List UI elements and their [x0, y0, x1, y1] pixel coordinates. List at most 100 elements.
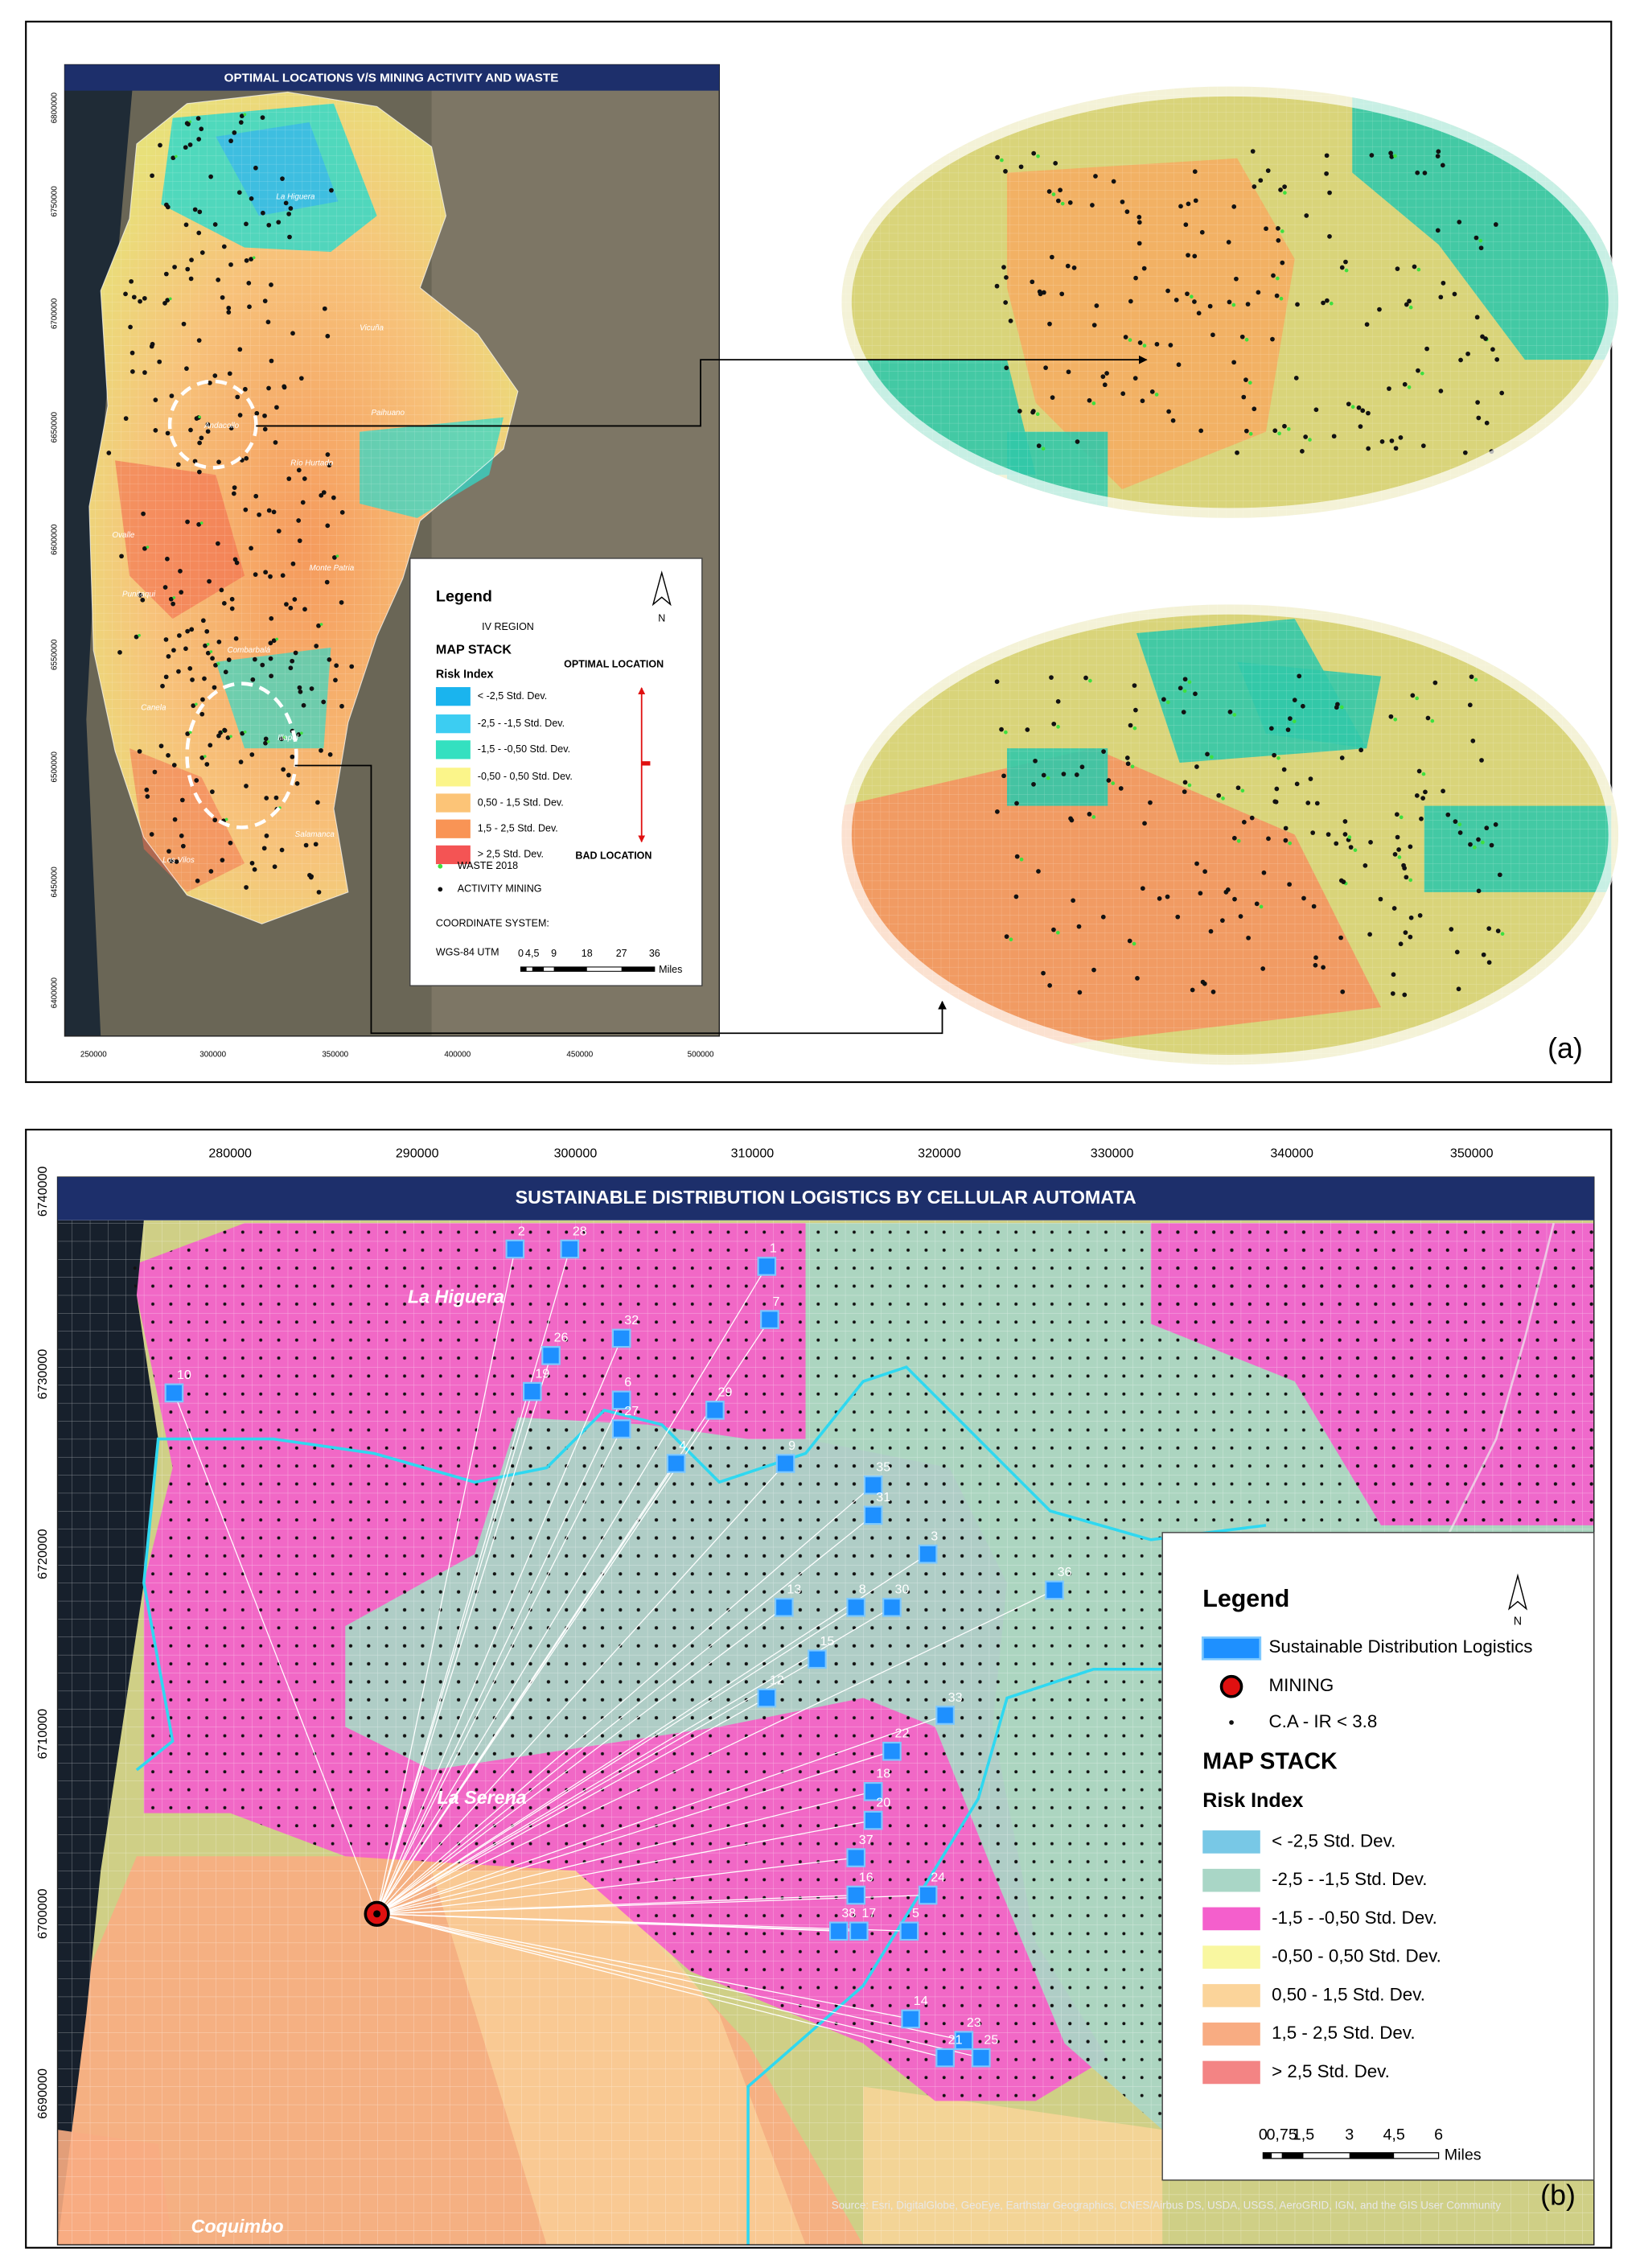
mining-dot	[1470, 739, 1476, 743]
waste-dot	[1407, 385, 1412, 389]
mining-dot	[1210, 332, 1215, 338]
mining-dot	[1324, 171, 1329, 176]
map-title: OPTIMAL LOCATIONS V/S MINING ACTIVITY AN…	[224, 71, 559, 84]
mining-dot	[199, 755, 205, 760]
mining-dot	[1168, 343, 1173, 348]
waste-dot	[1399, 815, 1404, 820]
figure-body: OPTIMAL LOCATIONS V/S MINING ACTIVITY AN…	[25, 20, 1620, 2249]
mining-dot	[204, 628, 210, 634]
legend-title: Legend	[1202, 1585, 1289, 1612]
mining-dot	[1018, 164, 1024, 170]
waste-dot	[1393, 154, 1397, 158]
mining-dot	[1389, 154, 1395, 159]
mining-dot	[1053, 160, 1058, 166]
waste-dot	[1142, 344, 1147, 348]
site-label: 38	[841, 1906, 856, 1920]
mining-dot	[236, 190, 242, 196]
mining-dot	[1017, 409, 1022, 414]
mining-dot	[191, 703, 196, 708]
mining-dot	[1403, 930, 1408, 936]
site-label: 14	[914, 1994, 928, 2008]
x-tick-label: 500000	[688, 1051, 714, 1060]
site-marker	[935, 2048, 955, 2068]
scale-label: 6	[1434, 2126, 1443, 2143]
waste-dot	[1232, 713, 1237, 717]
mining-dot	[1398, 941, 1404, 947]
mining-dot	[212, 373, 218, 378]
mining-dot	[166, 653, 171, 659]
waste-dot	[1244, 337, 1249, 342]
mining-dot	[1364, 322, 1370, 327]
site-marker	[849, 1921, 869, 1941]
mining-dot	[1194, 861, 1199, 866]
mining-dot	[1327, 233, 1332, 239]
waste-dot	[1279, 296, 1284, 301]
waste-dot	[1210, 755, 1214, 759]
mining-dot	[1178, 204, 1183, 209]
mining-dot	[1388, 150, 1393, 156]
title-bar	[57, 1177, 1594, 1220]
mining-dot	[1366, 410, 1371, 416]
site-label: 35	[876, 1460, 890, 1475]
scale-bar-segment	[520, 966, 527, 972]
mining-dot	[196, 230, 202, 236]
site-marker	[808, 1649, 827, 1669]
mining-dot	[195, 879, 200, 883]
mining-dot	[1200, 979, 1206, 985]
mining-dot	[153, 427, 158, 433]
mining-dot	[1313, 407, 1319, 413]
waste-dot	[1091, 401, 1096, 405]
mining-dot	[262, 413, 267, 418]
mining-dot	[1416, 368, 1420, 373]
mining-dot	[1314, 801, 1320, 806]
mining-dot	[1216, 792, 1222, 798]
mining-dot	[1379, 439, 1385, 444]
mining-dot	[1468, 842, 1473, 847]
waste-dot	[1416, 267, 1421, 272]
mining-dot	[1091, 323, 1097, 328]
mining-dot	[1182, 789, 1187, 794]
mining-dot	[276, 220, 282, 225]
mining-dot	[165, 298, 171, 303]
place-name: Ovalle	[113, 531, 135, 540]
mining-dot	[1457, 220, 1462, 224]
legend-label: WASTE 2018	[458, 860, 518, 871]
mining-dot	[233, 636, 239, 641]
mining-dot	[1388, 714, 1394, 719]
mining-dot	[290, 331, 295, 336]
waste-dot	[1236, 838, 1241, 843]
waste-dot	[172, 596, 176, 599]
mining-dot	[176, 669, 181, 674]
y-tick-label: 6400000	[51, 977, 60, 1008]
mining-dot	[1324, 153, 1330, 158]
mining-dot	[216, 733, 221, 739]
mining-dot	[331, 495, 336, 500]
site-label: 15	[820, 1634, 835, 1649]
route-arrow	[376, 1913, 911, 2021]
mining-dot	[1441, 280, 1446, 286]
mining-dot	[1141, 265, 1147, 271]
site-marker	[541, 1346, 561, 1365]
mining-dot	[1499, 390, 1505, 396]
mining-dot	[203, 643, 208, 648]
site-label: 27	[624, 1404, 639, 1418]
site-marker	[828, 1921, 849, 1941]
mining-dot	[142, 545, 147, 551]
mining-dot	[1175, 914, 1181, 920]
site-label: 8	[859, 1583, 866, 1597]
place-name: Río Hurtado	[290, 459, 334, 468]
mining-dot	[216, 278, 221, 282]
legend-swatch	[1202, 2022, 1260, 2046]
waste-dot	[195, 702, 198, 706]
legend-label: -0,50 - 0,50 Std. Dev.	[1272, 1946, 1441, 1966]
mining-dot	[185, 731, 191, 736]
mining-dot	[244, 885, 249, 890]
mining-dot	[1387, 386, 1391, 391]
mining-dot	[128, 324, 133, 330]
mining-dot	[196, 137, 202, 142]
site-label: 20	[876, 1795, 890, 1809]
mining-dot	[192, 207, 198, 212]
mining-dot	[1252, 406, 1257, 412]
mining-dot	[183, 145, 188, 150]
mining-dot	[129, 350, 135, 356]
